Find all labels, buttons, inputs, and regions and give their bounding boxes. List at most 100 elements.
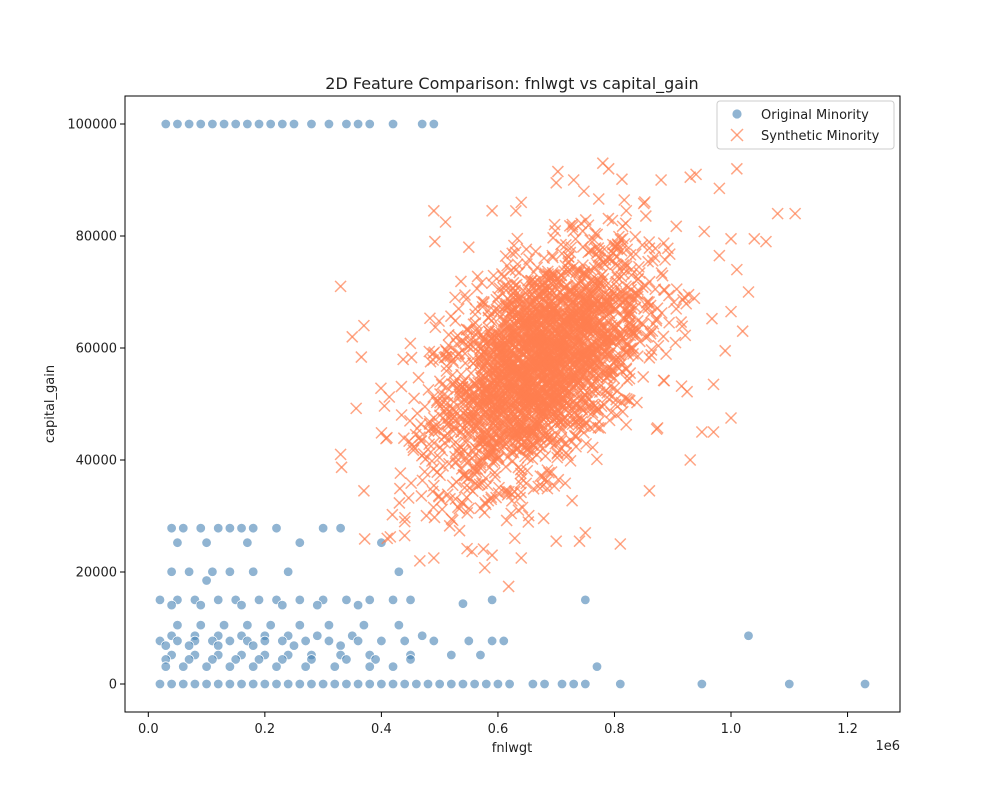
synthetic-minority-point — [675, 316, 688, 329]
synthetic-minority-point — [505, 325, 518, 338]
synthetic-minority-point — [567, 224, 580, 237]
synthetic-minority-point — [592, 421, 605, 434]
synthetic-minority-point — [643, 351, 656, 364]
synthetic-minority-point — [698, 225, 711, 238]
synthetic-minority-point — [591, 361, 604, 374]
original-minority-point — [323, 635, 335, 647]
synthetic-minority-point — [607, 382, 620, 395]
original-minority-point — [352, 635, 364, 647]
synthetic-minority-point — [688, 292, 701, 305]
synthetic-minority-point — [662, 289, 675, 302]
synthetic-minority-point — [497, 320, 510, 333]
synthetic-minority-point — [620, 393, 633, 406]
synthetic-minority-point — [510, 278, 523, 291]
original-minority-point — [288, 640, 300, 651]
synthetic-minority-point — [486, 431, 499, 444]
original-minority-point — [300, 635, 311, 647]
original-minority-point — [376, 537, 387, 548]
y-tick-label: 80000 — [76, 230, 117, 245]
synthetic-minority-point — [622, 296, 635, 309]
synthetic-minority-point — [493, 334, 506, 347]
synthetic-minority-point — [682, 288, 695, 301]
original-minority-point — [207, 118, 218, 130]
synthetic-minority-point — [518, 450, 532, 463]
synthetic-minority-point — [637, 197, 650, 210]
synthetic-minority-point — [476, 300, 489, 313]
synthetic-minority-point — [656, 269, 669, 282]
original-minority-point — [387, 594, 399, 606]
synthetic-minority-point — [643, 484, 656, 497]
original-minority-point — [247, 640, 259, 651]
synthetic-minority-point — [492, 452, 505, 465]
synthetic-minority-point — [507, 239, 520, 252]
synthetic-minority-point — [624, 322, 637, 335]
synthetic-minority-point — [619, 346, 633, 359]
original-minority-point — [527, 678, 539, 690]
synthetic-minority-point — [594, 330, 608, 343]
synthetic-minority-point — [494, 386, 507, 399]
synthetic-minority-point — [467, 357, 480, 370]
synthetic-minority-point — [437, 404, 450, 417]
synthetic-minority-point — [542, 274, 555, 287]
synthetic-minority-point — [602, 162, 615, 175]
original-minority-point — [282, 566, 294, 577]
synthetic-minority-point — [558, 334, 571, 347]
synthetic-minority-point — [548, 479, 561, 492]
original-minority-point — [317, 522, 329, 534]
original-minority-point — [539, 678, 550, 690]
synthetic-minority-point — [639, 210, 652, 223]
synthetic-minority-point — [550, 176, 563, 189]
original-minority-point — [282, 678, 294, 690]
synthetic-minority-point — [508, 304, 521, 317]
original-minority-point — [364, 661, 375, 672]
y-tick-label: 0 — [109, 678, 117, 693]
synthetic-minority-point — [509, 289, 522, 302]
original-minority-point — [352, 118, 364, 130]
synthetic-minority-point — [612, 230, 625, 243]
synthetic-minority-point — [405, 477, 418, 490]
synthetic-minority-point — [555, 431, 568, 444]
axes-frame — [124, 95, 901, 713]
original-minority-point — [236, 599, 247, 611]
original-minority-point — [242, 619, 253, 631]
original-minority-point — [428, 118, 440, 130]
original-minority-point — [207, 654, 218, 665]
synthetic-minority-point — [630, 396, 643, 409]
original-minority-point — [498, 635, 509, 647]
original-minority-point — [277, 599, 288, 611]
original-minority-point — [213, 522, 224, 534]
synthetic-minority-point — [374, 382, 387, 395]
synthetic-minority-point — [541, 375, 554, 388]
original-minority-point — [154, 678, 166, 690]
synthetic-minority-point — [611, 250, 624, 263]
synthetic-minority-point — [596, 268, 609, 281]
synthetic-minority-point — [453, 502, 466, 515]
synthetic-minority-point — [542, 313, 556, 326]
original-minority-point — [224, 661, 236, 672]
original-minority-point — [201, 575, 212, 586]
synthetic-minority-point — [615, 173, 628, 186]
synthetic-minority-point — [649, 283, 662, 296]
original-minority-point — [224, 678, 236, 690]
synthetic-minority-point — [512, 328, 525, 342]
synthetic-minority-point — [551, 404, 564, 417]
synthetic-minority-point — [471, 282, 484, 295]
synthetic-minority-point — [466, 452, 479, 465]
synthetic-minority-point — [596, 299, 609, 312]
original-minority-point — [556, 678, 568, 690]
synthetic-minority-point — [442, 339, 455, 352]
synthetic-minority-point — [617, 262, 630, 275]
original-minority-point — [859, 678, 871, 690]
synthetic-minority-point — [474, 502, 487, 515]
synthetic-minority-point — [485, 491, 498, 504]
synthetic-minority-point — [412, 371, 425, 384]
original-minority-point — [271, 661, 282, 672]
synthetic-minority-point — [403, 414, 416, 427]
synthetic-minority-point — [512, 504, 525, 517]
synthetic-minority-point — [567, 340, 580, 353]
synthetic-minority-point — [457, 469, 470, 482]
original-minority-point — [201, 678, 212, 690]
original-minority-point — [416, 118, 428, 130]
synthetic-minority-point — [568, 406, 581, 419]
synthetic-minority-point — [469, 391, 482, 404]
